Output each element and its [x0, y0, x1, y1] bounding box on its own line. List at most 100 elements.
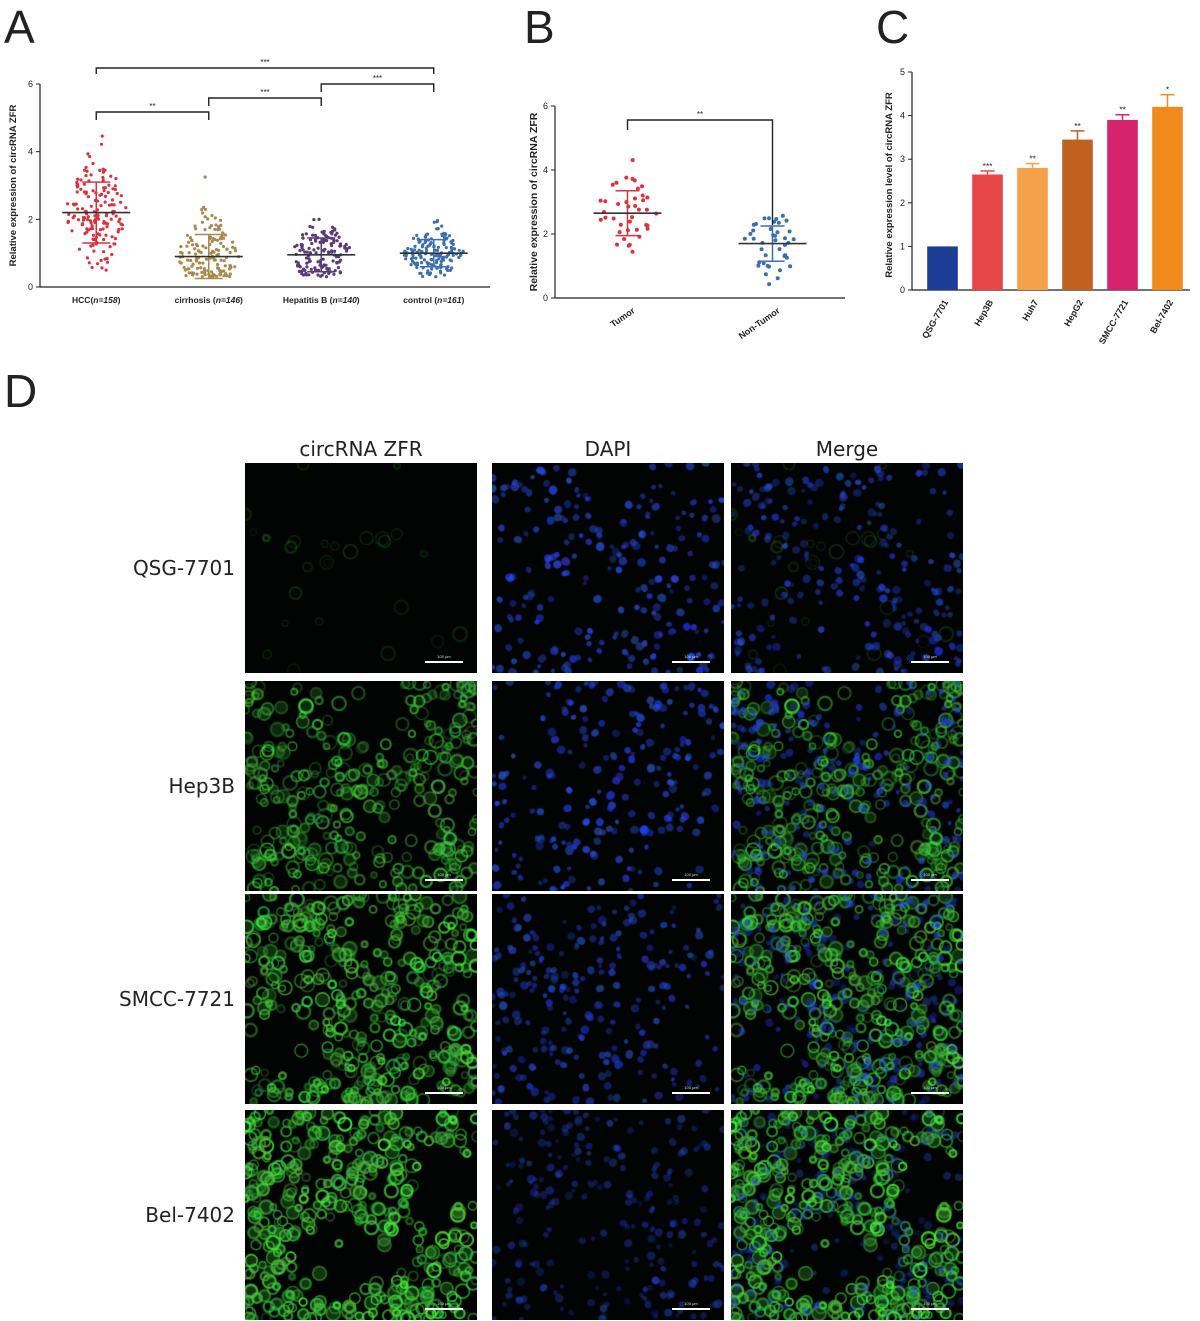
y-tick-label: 6	[28, 79, 33, 89]
scale-bar-label: 100 μm	[923, 654, 937, 659]
data-point	[199, 250, 203, 255]
data-point	[219, 241, 223, 245]
data-point	[231, 240, 235, 244]
data-point	[780, 213, 785, 218]
data-point	[345, 247, 349, 251]
data-point	[203, 175, 207, 179]
data-point	[105, 260, 110, 264]
data-point	[630, 158, 635, 163]
data-point	[216, 225, 221, 229]
data-point	[219, 235, 223, 240]
data-point	[305, 261, 309, 265]
data-point	[614, 180, 619, 185]
data-point	[610, 182, 615, 187]
data-point	[200, 220, 204, 224]
data-point	[91, 243, 95, 247]
data-point	[120, 227, 124, 231]
data-point	[347, 246, 351, 250]
significance-bracket	[320, 83, 435, 92]
micrograph-tile: 100 μm	[492, 1110, 724, 1320]
micrograph-image	[245, 463, 477, 673]
data-point	[445, 255, 449, 259]
data-point	[414, 256, 418, 260]
data-point	[116, 230, 120, 234]
data-point	[457, 248, 461, 252]
data-point	[435, 220, 439, 224]
data-point	[218, 273, 223, 277]
x-tick-label: cirrhosis (n=146)	[175, 295, 243, 305]
data-point	[311, 233, 315, 237]
data-point	[214, 223, 218, 227]
scale-bar-label: 100 μm	[437, 654, 451, 659]
data-point	[195, 266, 199, 270]
data-point	[212, 273, 216, 277]
data-point	[86, 195, 90, 199]
micrograph-image	[492, 894, 724, 1104]
scale-bar	[911, 1092, 949, 1094]
data-point	[225, 247, 229, 251]
data-point	[424, 246, 428, 250]
data-point	[103, 257, 107, 261]
data-point	[409, 263, 413, 267]
micrograph-image	[731, 463, 963, 673]
data-point	[90, 224, 94, 228]
data-point	[436, 254, 440, 258]
data-point	[101, 227, 105, 231]
data-point	[316, 246, 320, 250]
data-point	[301, 236, 305, 240]
data-point	[442, 273, 447, 277]
data-point	[109, 174, 113, 178]
data-point	[103, 194, 108, 198]
group-points-4	[402, 218, 465, 279]
data-point	[194, 252, 198, 256]
y-tick-label: 5	[900, 67, 905, 77]
data-point	[301, 233, 305, 237]
y-tick-label: 4	[28, 147, 33, 157]
data-point	[627, 219, 632, 224]
data-point	[343, 244, 347, 248]
data-point	[644, 207, 649, 212]
data-point	[440, 224, 444, 228]
data-point	[105, 225, 109, 229]
data-point	[218, 269, 222, 273]
data-point	[200, 270, 204, 274]
data-point	[186, 267, 190, 271]
data-point	[113, 242, 117, 246]
data-point	[457, 255, 461, 260]
data-point	[435, 227, 439, 231]
data-point	[101, 167, 105, 171]
data-point	[759, 247, 764, 252]
data-point	[103, 200, 107, 204]
data-point	[113, 184, 117, 188]
y-tick-label: 4	[543, 165, 548, 175]
data-point	[330, 249, 334, 253]
data-point	[603, 215, 608, 220]
y-axis-label: Relative expression of circRNA ZFR	[528, 112, 540, 291]
data-point	[774, 217, 779, 221]
group-points-2	[742, 213, 796, 287]
data-point	[319, 274, 323, 278]
data-point	[310, 241, 314, 246]
data-point	[439, 263, 443, 267]
data-point	[422, 258, 426, 262]
data-point	[763, 272, 768, 277]
data-point	[430, 267, 434, 271]
micrograph-tile: 100 μm	[245, 463, 477, 673]
data-point	[325, 239, 329, 243]
data-point	[313, 268, 318, 272]
data-point	[404, 254, 408, 258]
data-point	[446, 268, 450, 272]
data-point	[778, 268, 782, 273]
significance-label: ***	[983, 161, 994, 171]
data-point	[419, 271, 423, 275]
data-point	[77, 247, 82, 251]
data-point	[324, 275, 329, 279]
scale-bar-label: 100 μm	[437, 1085, 451, 1090]
data-point	[223, 272, 227, 276]
data-point	[83, 168, 87, 172]
data-point	[417, 248, 421, 252]
data-point	[336, 266, 340, 270]
micrograph-column-label: Merge	[815, 437, 879, 461]
micrograph-tile: 100 μm	[731, 681, 963, 891]
data-point	[435, 248, 440, 252]
